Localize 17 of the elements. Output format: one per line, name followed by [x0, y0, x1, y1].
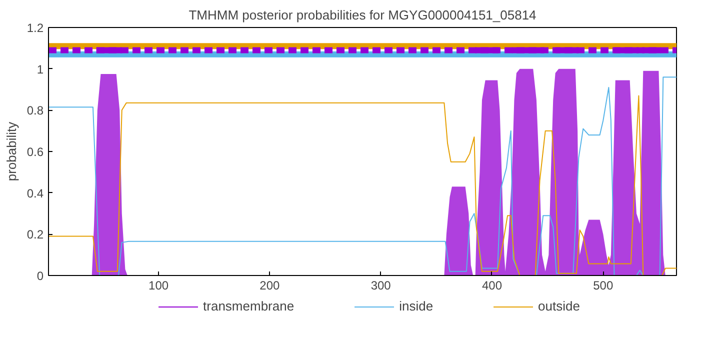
y-tick-label: 0	[36, 269, 44, 283]
chart-title: TMHMM posterior probabilities for MGYG000004151_05814	[188, 8, 536, 22]
y-tick-label: 0.8	[26, 104, 44, 118]
y-tick-label: 0.2	[26, 228, 44, 242]
y-tick-label: 1.2	[26, 21, 44, 35]
legend-label: transmembrane	[203, 298, 294, 314]
x-tick-label: 400	[482, 278, 502, 292]
x-tick-label: 300	[370, 278, 392, 292]
y-tick-label: 0.4	[26, 186, 44, 200]
y-axis-title: probability	[4, 121, 19, 182]
y-tick-label: 1	[36, 62, 44, 76]
y-tick-label: 0.6	[26, 145, 44, 159]
x-tick-label: 100	[148, 278, 169, 292]
x-tick-label: 200	[260, 278, 280, 292]
legend-label: outside	[538, 298, 580, 314]
x-tick-label: 500	[593, 278, 614, 292]
legend-label: inside	[399, 298, 434, 314]
